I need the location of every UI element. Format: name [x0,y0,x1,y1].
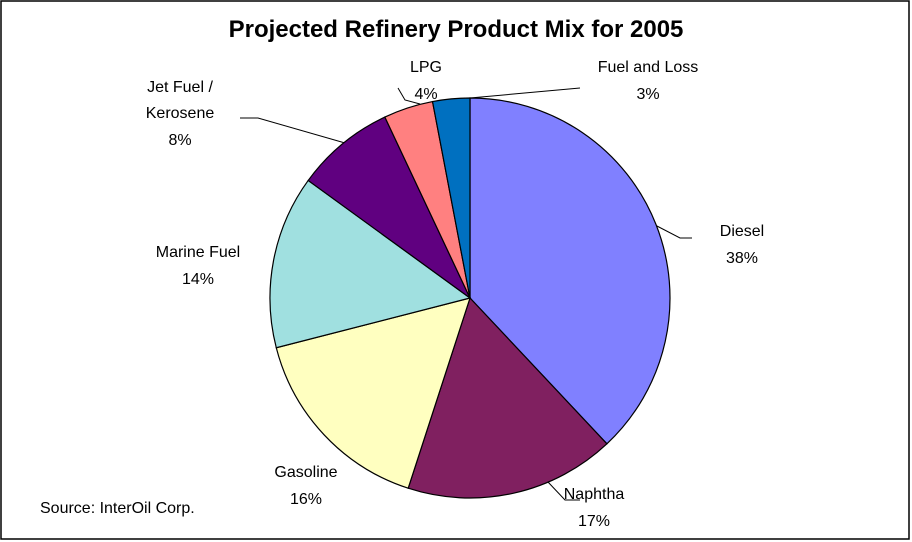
pie-slice [431,97,471,299]
leader-line [547,481,580,501]
pie-slice [269,179,472,349]
slice-label: Naphtha 17% [534,482,654,536]
pie-slice [307,116,471,299]
pie-slice [407,296,608,499]
value-label: 4% [414,86,438,103]
pie-slice [469,97,671,445]
category-label: Jet Fuel / Kerosene [145,79,215,122]
category-label: Fuel and Loss [597,59,699,76]
value-label: 3% [636,86,660,103]
category-label: LPG [409,59,442,76]
leader-line [240,117,353,146]
pie-slice [275,297,471,489]
slice-label: Gasoline 16% [246,460,366,514]
slices [269,97,671,499]
category-label: Diesel [719,223,765,240]
slice-label: LPG 4% [366,55,486,109]
source-note: Source: InterOil Corp. [40,500,195,517]
leader-line [397,87,421,105]
slice-label: Marine Fuel 14% [138,240,258,294]
slice-label: Fuel and Loss 3% [588,55,708,109]
value-label: 38% [725,250,759,267]
value-label: 8% [168,132,192,149]
slice-label: Diesel 38% [682,219,802,273]
category-label: Marine Fuel [155,244,241,261]
chart-title: Projected Refinery Product Mix for 2005 [228,16,684,43]
category-label: Naphtha [563,486,625,503]
category-label: Gasoline [274,464,338,481]
leader-line [654,224,692,239]
value-label: 14% [181,271,215,288]
value-label: 16% [289,491,323,508]
value-label: 17% [577,513,611,530]
slice-label: Jet Fuel / Kerosene 8% [120,75,240,155]
